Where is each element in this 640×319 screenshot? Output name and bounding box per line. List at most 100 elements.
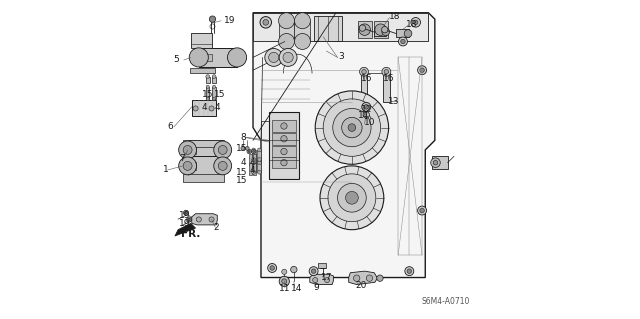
Polygon shape [253,13,435,278]
Circle shape [214,157,232,175]
Polygon shape [253,13,428,41]
Circle shape [189,48,209,67]
Circle shape [418,66,426,75]
Circle shape [183,145,192,154]
Circle shape [265,48,283,66]
Circle shape [364,105,369,109]
Circle shape [196,217,202,222]
Circle shape [252,161,255,165]
Polygon shape [261,121,269,140]
Circle shape [263,19,269,25]
Circle shape [206,85,209,88]
Text: 19: 19 [179,211,191,220]
Polygon shape [175,223,196,236]
Text: 14: 14 [291,284,302,293]
Text: S6M4-A0710: S6M4-A0710 [422,297,470,306]
Circle shape [257,170,261,174]
Circle shape [214,141,232,159]
Circle shape [323,99,381,156]
Text: 15: 15 [236,176,248,185]
Text: 11: 11 [279,284,291,293]
Circle shape [212,97,216,100]
Circle shape [313,278,318,283]
Bar [269,112,300,179]
Circle shape [281,136,287,142]
Circle shape [337,183,366,212]
Circle shape [218,161,227,170]
Text: 15: 15 [202,90,214,99]
Polygon shape [190,68,215,73]
Circle shape [411,18,420,27]
Circle shape [363,112,369,118]
Circle shape [212,85,216,88]
Circle shape [420,208,424,213]
Text: 5: 5 [173,56,179,64]
Circle shape [320,166,384,230]
Circle shape [253,151,255,152]
Bar [249,154,252,165]
Bar [212,87,216,99]
Text: 19: 19 [223,16,235,25]
Circle shape [404,30,412,37]
Text: 10: 10 [364,118,376,127]
Circle shape [342,117,362,138]
Text: 4: 4 [249,166,255,174]
Text: 9: 9 [314,283,319,292]
Bar [278,21,294,41]
Text: 6: 6 [168,122,173,131]
Polygon shape [183,140,224,147]
Circle shape [241,146,244,150]
Bar [271,120,296,132]
Circle shape [206,75,210,78]
Text: 13: 13 [388,97,399,106]
Circle shape [248,151,250,152]
Bar [271,133,296,145]
Bar [257,150,261,163]
Bar [252,160,255,172]
Circle shape [183,161,192,170]
Bar [192,100,216,116]
Text: 19: 19 [179,219,191,228]
Bar [383,73,390,102]
Bar [206,87,209,99]
Text: 8: 8 [240,133,246,142]
Circle shape [269,52,279,63]
Bar [206,77,210,83]
Text: 2: 2 [213,223,219,232]
Bar [431,156,447,169]
Text: 3: 3 [338,52,344,61]
Text: FR.: FR. [181,228,200,239]
Circle shape [359,25,365,31]
Polygon shape [192,214,218,225]
Circle shape [346,191,358,204]
Circle shape [362,102,371,111]
Bar [271,146,296,157]
Text: 18: 18 [406,20,418,29]
Bar [294,21,310,41]
Text: 15: 15 [236,145,248,153]
Circle shape [257,148,261,152]
Text: 16: 16 [361,74,372,83]
Circle shape [420,68,424,72]
Circle shape [333,108,371,147]
Text: 1: 1 [163,165,169,174]
Bar [396,29,409,37]
Circle shape [399,37,408,46]
Circle shape [324,278,330,283]
Text: 20: 20 [355,281,367,290]
Text: 17: 17 [321,273,332,282]
Polygon shape [310,274,333,285]
Circle shape [278,13,294,29]
Circle shape [209,217,214,222]
Circle shape [227,48,246,67]
Text: 7: 7 [179,154,185,163]
Circle shape [193,106,198,111]
Bar [361,73,367,102]
Text: 12: 12 [361,105,372,114]
Circle shape [294,33,310,49]
Circle shape [431,158,440,167]
Bar [257,160,261,172]
Bar [253,163,256,175]
Text: 15: 15 [236,168,248,177]
Bar [212,77,216,83]
